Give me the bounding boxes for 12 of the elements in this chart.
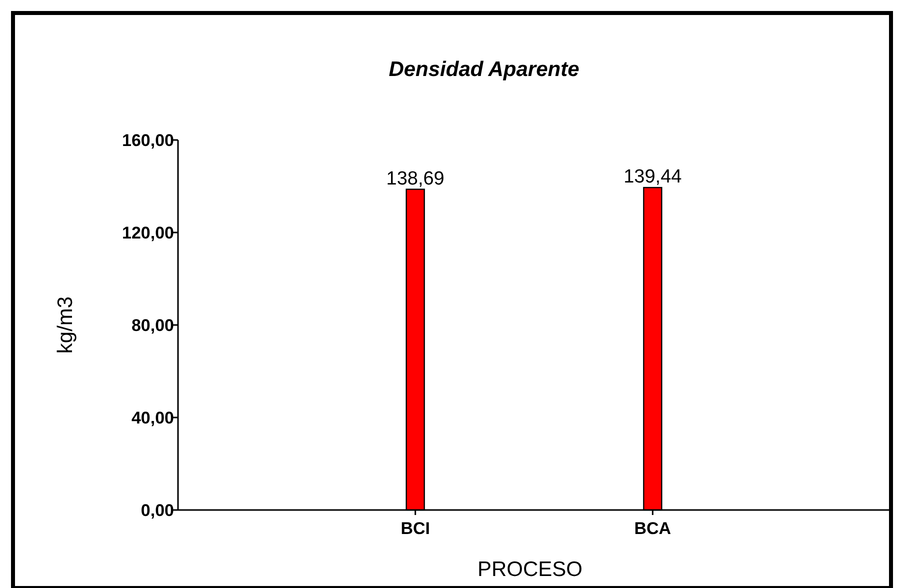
data-label: 138,69 xyxy=(386,168,444,190)
y-tick-label: 120,00 xyxy=(122,224,174,242)
x-tick-label: BCA xyxy=(634,519,672,538)
y-tick-label: 160,00 xyxy=(122,131,174,150)
y-tick-label: 40,00 xyxy=(131,408,174,428)
chart-title: Densidad Aparente xyxy=(388,58,580,81)
x-tick-label: BCI xyxy=(400,519,430,538)
y-tick-label: 80,00 xyxy=(131,316,174,335)
data-label: 139,44 xyxy=(624,166,682,188)
y-axis-title: kg/m3 xyxy=(54,296,77,354)
x-axis-title: PROCESO xyxy=(477,558,583,581)
y-tick-label: 0,00 xyxy=(140,501,174,520)
